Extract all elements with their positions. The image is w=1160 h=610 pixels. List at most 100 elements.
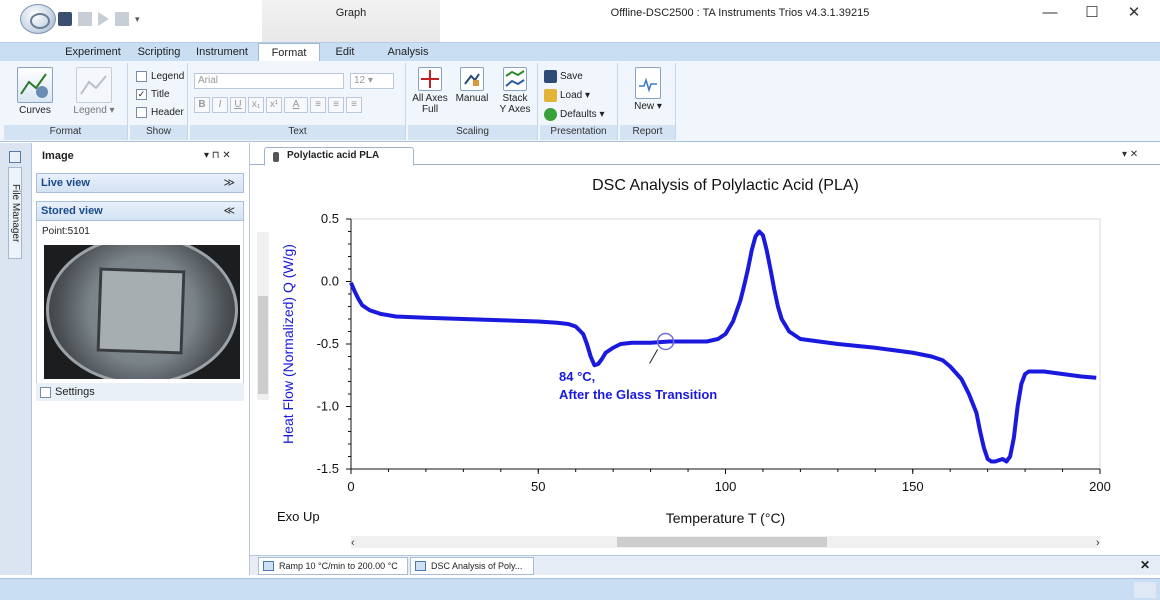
sample-film [96,267,186,355]
left-dock-strip: File Manager [0,143,32,575]
load-presentation-button[interactable]: Load ▾ [544,87,612,104]
axes-full-icon [418,67,442,91]
plot-frame [350,218,1101,470]
x-tick-label: 150 [902,479,924,494]
legend-icon [76,67,112,103]
stop-icon[interactable] [78,12,92,26]
italic-button[interactable]: I [212,97,228,113]
tab-edit[interactable]: Edit [335,46,355,58]
stack-axes-icon [503,67,527,91]
settings-checkbox[interactable]: Settings [36,383,244,401]
manual-scaling-button[interactable]: Manual [454,67,490,104]
curves-icon [17,67,53,103]
expand-chevron-icon[interactable]: ≫ [223,177,235,189]
exo-up-label: Exo Up [277,509,320,524]
tab-instrument[interactable]: Instrument [196,46,248,58]
context-tab-graph: Graph [262,0,440,42]
new-report-button[interactable]: New ▾ [628,67,668,112]
maximize-button[interactable]: ☐ [1085,4,1099,21]
font-family-dropdown[interactable]: Arial [194,73,344,89]
report-group-label: Report [620,125,675,140]
stored-view-header[interactable]: Stored view ≪ [36,201,244,221]
align-center-icon[interactable]: ≡ [328,97,344,113]
document-controls[interactable]: ▾ ✕ [1122,149,1139,160]
image-panel-title: Image [42,150,74,162]
report-icon [635,67,661,99]
window-title: Offline-DSC2500 : TA Instruments Trios v… [610,7,870,19]
document-tab-pla[interactable]: Polylactic acid PLA [264,147,414,166]
stack-y-axes-button[interactable]: Stack Y Axes [496,67,534,115]
dsc-chart[interactable]: DSC Analysis of Polylactic Acid (PLA) 0 50… [255,166,1160,553]
font-size-dropdown[interactable]: 12 ▾ [350,73,394,89]
record-icon[interactable] [115,12,129,26]
underline-button[interactable]: U [230,97,246,113]
scroll-right-icon: › [1096,537,1100,549]
settings-checkbox-box[interactable] [40,386,51,398]
collapse-chevron-icon[interactable]: ≪ [223,205,235,217]
text-group-label: Text [190,125,405,140]
stored-view-body: Point:5101 [36,221,244,401]
align-right-icon[interactable]: ≡ [346,97,362,113]
save-icon[interactable] [58,12,72,26]
chart-title: DSC Analysis of Polylactic Acid (PLA) [592,177,859,194]
tab-format[interactable]: Format [258,43,320,63]
file-manager-tab[interactable]: File Manager [8,167,22,259]
tab-experiment[interactable]: Experiment [65,46,121,58]
point-label: Point:5101 [42,226,90,237]
x-tick-label: 50 [531,479,545,494]
tab-scripting[interactable]: Scripting [137,46,181,58]
y-tick-label: -1.0 [317,399,339,414]
header-checkbox-box[interactable] [136,106,147,118]
bottom-close-button[interactable]: ✕ [1139,558,1150,572]
font-size-value: 12 [354,75,366,86]
x-tick-label: 100 [715,479,737,494]
dsc-curve [349,229,1097,464]
play-icon[interactable] [98,12,109,26]
ribbon: Curves Legend ▾ Format Legend ✓ Title Hea… [0,61,1160,142]
file-manager-icon[interactable] [9,151,21,163]
legend-dropdown-button[interactable]: Legend ▾ [66,67,122,116]
defaults-presentation-button[interactable]: Defaults ▾ [544,106,612,123]
bottom-tab-strip: Ramp 10 °C/min to 200.00 °C DSC Analysis… [250,555,1160,575]
header-checkbox[interactable]: Header [136,105,184,119]
tab-analysis[interactable]: Analysis [387,46,429,58]
title-checkbox-box[interactable]: ✓ [136,88,147,100]
table-icon [263,561,274,571]
panel-controls[interactable]: ▾ ⊓ ✕ [204,150,231,161]
graph-area: DSC Analysis of Polylactic Acid (PLA) 0 50… [255,166,1160,553]
close-button[interactable]: ✕ [1127,4,1141,21]
all-axes-full-button[interactable]: All Axes Full [412,67,448,115]
curves-button[interactable]: Curves [10,67,60,116]
legend-checkbox[interactable]: Legend [136,69,184,83]
dsc-analysis-tab[interactable]: DSC Analysis of Poly... [410,557,534,575]
bold-button[interactable]: B [194,97,210,113]
live-view-header[interactable]: Live view ≫ [36,173,244,193]
legend-checkbox-label: Legend [151,70,185,82]
minimize-button[interactable]: — [1042,4,1058,21]
ribbon-tab-bar: Experiment Scripting Instrument Format E… [0,42,1160,63]
superscript-button[interactable]: x¹ [266,97,282,113]
title-checkbox[interactable]: ✓ Title [136,87,170,101]
title-bar: ▾ Graph Offline-DSC2500 : TA Instruments… [0,0,1160,42]
resize-grip-icon[interactable] [1134,582,1156,598]
ramp-tab-label: Ramp 10 °C/min to 200.00 °C [279,561,398,571]
all-axes-full-label: All Axes Full [412,93,448,115]
save-presentation-button[interactable]: Save [544,68,612,85]
presentation-group: Save Load ▾ Defaults ▾ Presentation [540,63,618,140]
v-scrollbar-thumb [258,296,268,394]
app-menu-button[interactable] [20,4,56,34]
x-tick-label: 0 [347,479,354,494]
customize-qat-icon[interactable]: ▾ [135,13,140,24]
align-left-icon[interactable]: ≡ [310,97,326,113]
legend-checkbox-box[interactable] [136,70,147,82]
font-color-button[interactable]: A [284,97,308,113]
format-group-label: Format [4,125,127,140]
subscript-button[interactable]: x₁ [248,97,264,113]
x-axis-label: Temperature T (°C) [666,510,785,526]
show-group: Legend ✓ Title Header Show [130,63,188,140]
file-manager-label: File Manager [10,184,21,243]
ramp-tab[interactable]: Ramp 10 °C/min to 200.00 °C [258,557,408,575]
defaults-presentation-label: Defaults ▾ [560,109,605,120]
annotation-line-1: 84 °C, [559,369,595,384]
